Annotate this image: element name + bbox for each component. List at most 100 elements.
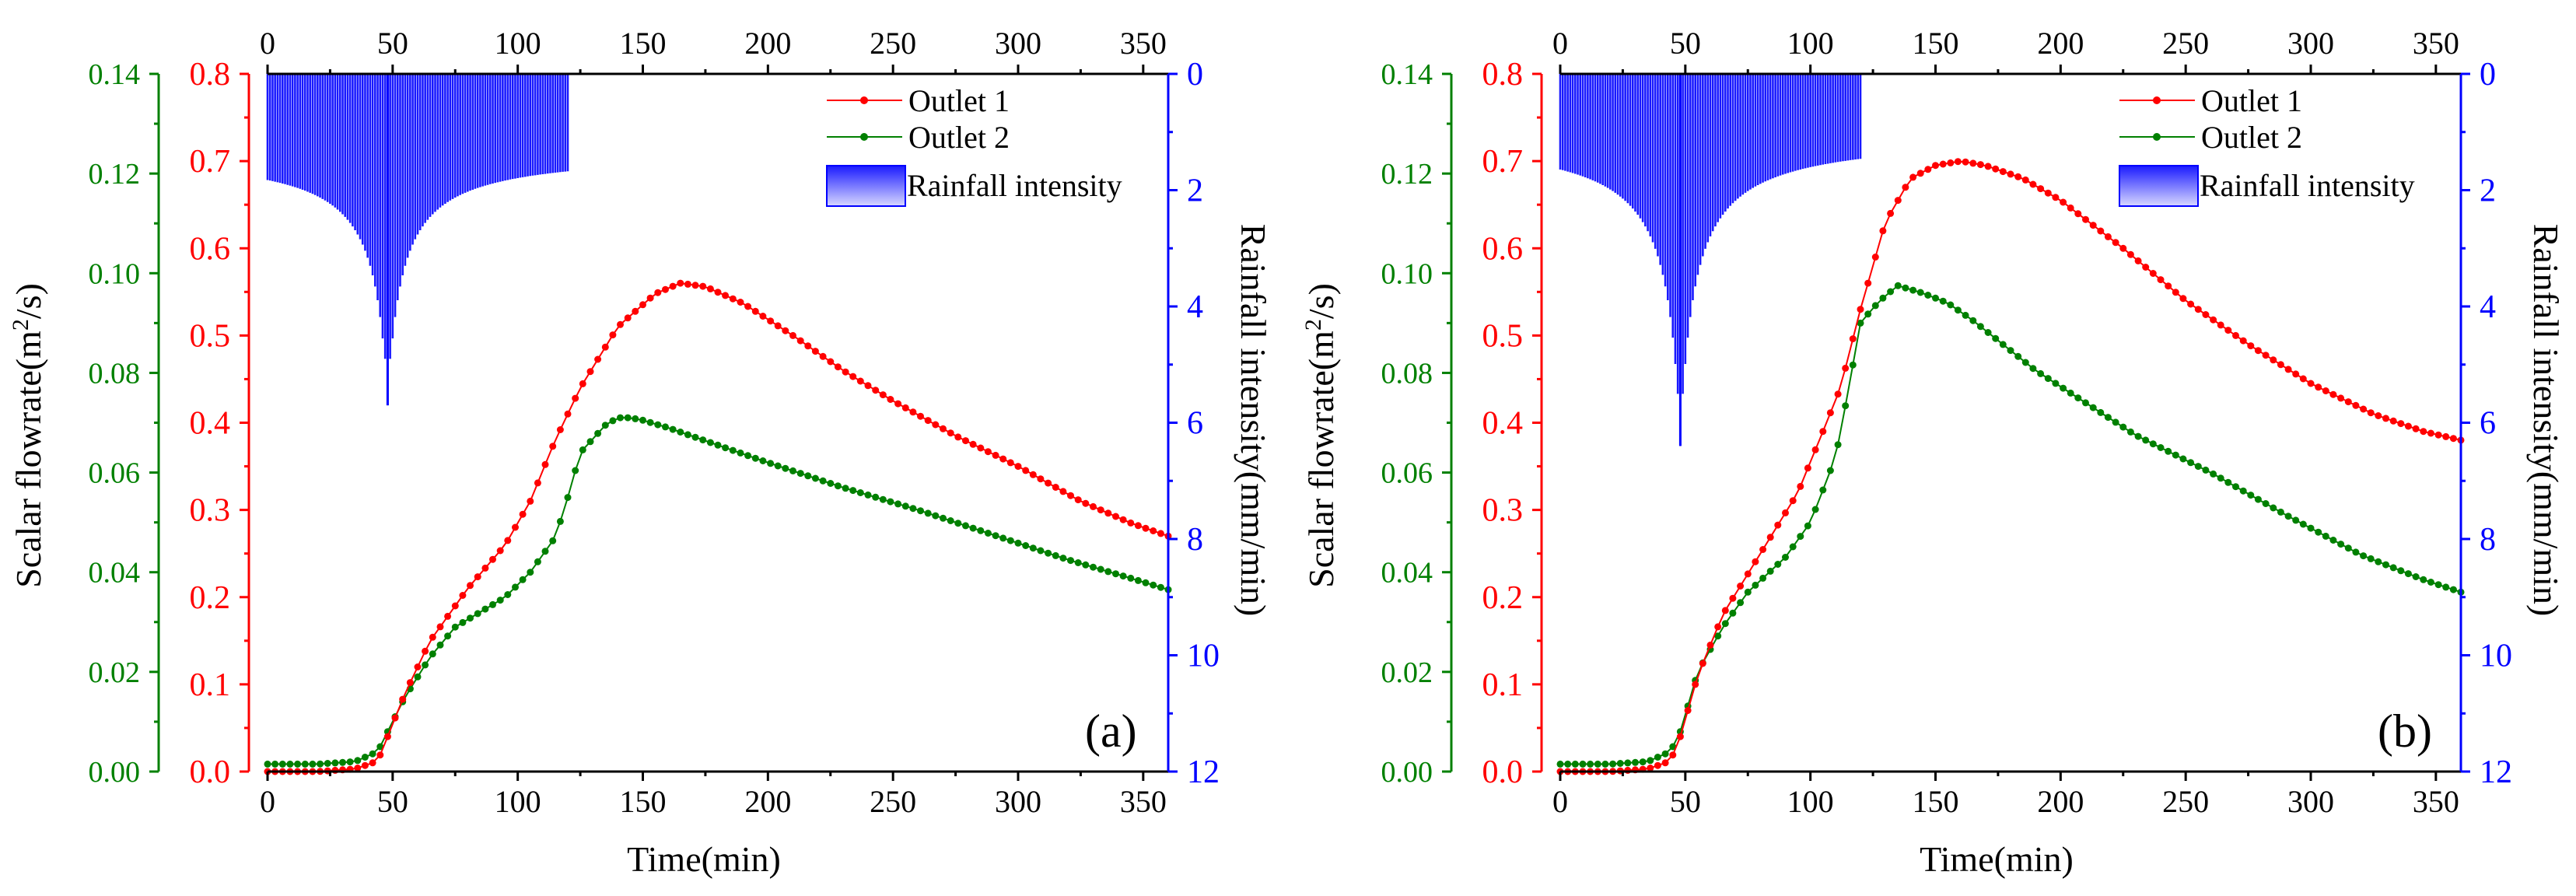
data-point (992, 451, 999, 459)
legend-label-rainfall: Rainfall intensity (907, 168, 1122, 203)
data-point (1909, 173, 1917, 181)
green-tick-label: 0.00 (89, 756, 141, 789)
data-point (429, 633, 436, 641)
data-point (1939, 297, 1947, 305)
data-point (2165, 282, 2172, 290)
data-point (940, 514, 947, 522)
data-point (2239, 487, 2247, 495)
data-point (2060, 198, 2067, 206)
data-point (1729, 609, 1737, 617)
x-tick-label: 150 (1913, 784, 1959, 819)
data-point (1954, 306, 1962, 314)
data-point (1699, 660, 1706, 667)
data-point (1714, 632, 1722, 640)
data-point (969, 524, 977, 532)
data-point (1826, 409, 1834, 417)
data-point (729, 295, 737, 303)
top-tick-label: 0 (1552, 26, 1568, 61)
blue-tick-label: 6 (1187, 406, 1203, 442)
data-point (767, 460, 775, 467)
red-tick-label: 0.7 (190, 144, 231, 180)
data-point (1647, 757, 1654, 765)
data-point (467, 582, 474, 590)
data-point (1112, 570, 1119, 578)
top-tick-label: 150 (1913, 26, 1959, 61)
data-point (1819, 428, 1827, 436)
data-point (1857, 319, 1864, 327)
data-point (2389, 564, 2397, 572)
data-point (654, 421, 662, 429)
data-point (1939, 160, 1947, 168)
data-point (429, 650, 436, 658)
data-point (654, 289, 662, 296)
data-point (1797, 533, 1804, 541)
data-point (1661, 750, 1669, 758)
data-point (2074, 210, 2082, 218)
data-point (691, 433, 699, 441)
data-point (2232, 483, 2239, 491)
data-point (586, 438, 594, 446)
data-point (1601, 760, 1609, 768)
data-point (677, 279, 684, 287)
data-point (376, 743, 384, 751)
x-tick-marks-a (266, 772, 1145, 781)
data-point (1059, 555, 1067, 562)
data-point (744, 303, 752, 310)
data-point (1992, 334, 2000, 342)
data-point (827, 480, 835, 487)
data-point (1864, 310, 1872, 318)
data-point (901, 404, 909, 411)
data-point (2442, 432, 2450, 440)
data-point (1999, 168, 2007, 176)
blue-tick-label: 6 (2480, 406, 2496, 442)
data-point (2262, 500, 2270, 507)
data-point (376, 751, 384, 759)
green-tick-label: 0.06 (89, 457, 141, 490)
data-point (714, 289, 722, 296)
data-point (864, 382, 872, 390)
data-point (467, 614, 474, 622)
data-point (2067, 389, 2074, 397)
data-point (1022, 467, 1030, 474)
top-tick-labels-b: 0 50 100 150 200 250 300 350 (1552, 26, 2459, 61)
data-point (1954, 158, 1962, 166)
data-point (572, 394, 579, 402)
x-tick-label: 300 (995, 784, 1041, 819)
data-point (414, 663, 422, 670)
data-point (1759, 546, 1767, 553)
data-point (1052, 484, 1059, 491)
data-point (2172, 289, 2179, 296)
data-point (962, 522, 969, 530)
data-point (2322, 532, 2329, 540)
red-tick-marks-b (1532, 72, 1542, 773)
data-point (2262, 352, 2270, 359)
data-point (2427, 579, 2434, 586)
data-point (1774, 521, 1782, 529)
green-tick-labels-b: 0.00 0.02 0.04 0.06 0.08 0.10 0.12 0.14 (1381, 58, 1433, 789)
data-point (309, 760, 317, 768)
x-tick-label: 350 (2413, 784, 2459, 819)
data-point (1045, 549, 1052, 557)
data-point (451, 602, 459, 610)
data-point (2187, 459, 2195, 467)
data-point (1119, 516, 1127, 523)
data-point (2352, 548, 2360, 556)
data-point (1684, 707, 1692, 714)
top-tick-marks-b (1559, 65, 2438, 74)
data-point (2247, 492, 2255, 499)
data-point (474, 573, 481, 581)
data-point (564, 494, 572, 502)
data-point (2375, 558, 2382, 565)
data-point (2337, 394, 2345, 402)
data-point (2112, 418, 2119, 426)
data-point (512, 523, 519, 531)
data-point (1834, 441, 1842, 449)
top-tick-label: 350 (2413, 26, 2459, 61)
data-point (2449, 435, 2457, 443)
data-point (714, 441, 722, 449)
data-point (2292, 370, 2300, 378)
data-point (609, 331, 617, 339)
data-point (932, 421, 940, 429)
green-tick-label: 0.14 (1381, 58, 1433, 91)
data-point (909, 408, 917, 416)
